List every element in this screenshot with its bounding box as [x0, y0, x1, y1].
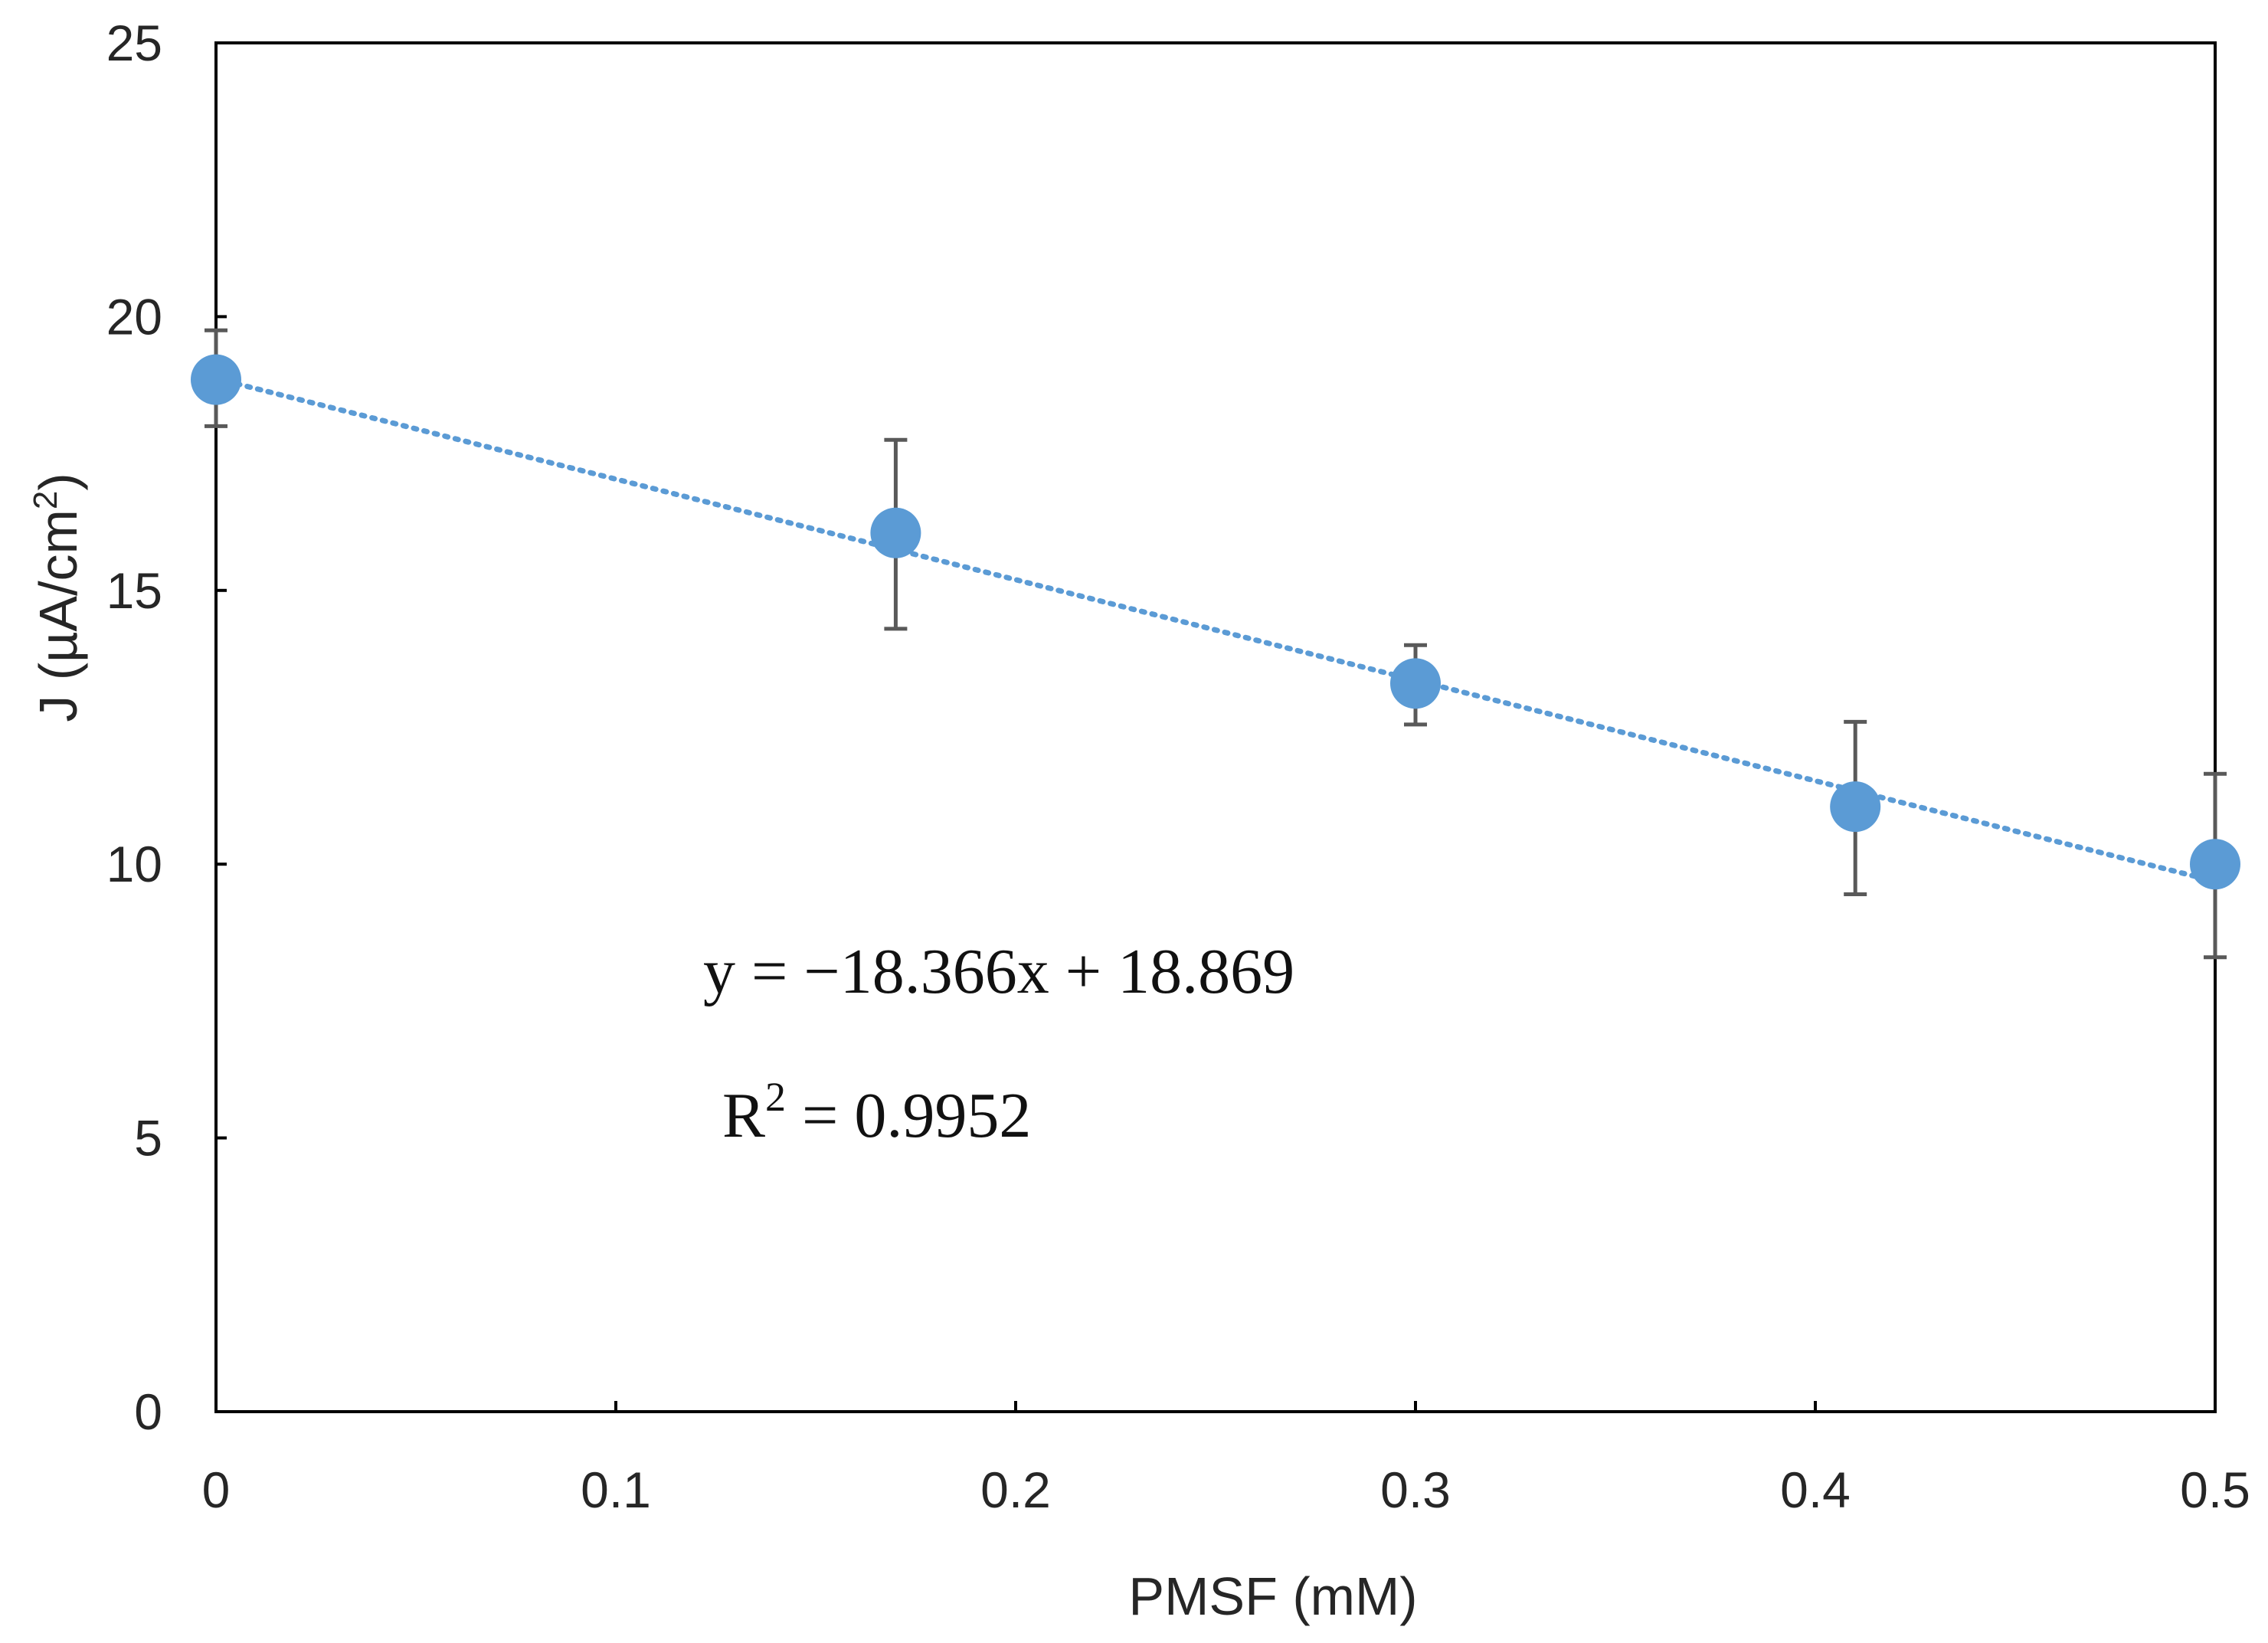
- y-axis-title: J (µA/cm2): [27, 473, 88, 722]
- y-tick-label: 5: [134, 1110, 162, 1167]
- y-tick-label: 10: [106, 836, 162, 892]
- r-squared-value: = 0.9952: [786, 1080, 1031, 1151]
- x-axis-tick-labels: 0 0.1 0.2 0.3 0.4 0.5: [202, 1461, 2250, 1518]
- y-axis-title-main: J (µA/cm: [28, 509, 88, 722]
- plot-border: [214, 41, 2217, 1413]
- r-squared-sup: 2: [765, 1074, 786, 1120]
- data-point: [870, 507, 921, 558]
- r-squared-label: R2 = 0.9952: [722, 1074, 1031, 1151]
- y-tick-label: 0: [134, 1383, 162, 1440]
- data-point: [2190, 839, 2240, 890]
- x-tick-label: 0.3: [1380, 1461, 1451, 1518]
- x-axis-title: PMSF (mM): [1128, 1566, 1417, 1626]
- y-axis-title-close: ): [28, 473, 88, 490]
- r-squared-prefix: R: [722, 1080, 765, 1151]
- trendline: [213, 375, 2218, 885]
- x-tick-label: 0: [202, 1461, 231, 1518]
- y-tick-label: 15: [106, 562, 162, 619]
- x-tick-label: 0.1: [581, 1461, 651, 1518]
- data-point: [191, 354, 241, 405]
- x-tick-label: 0.4: [1780, 1461, 1851, 1518]
- x-tick-label: 0.2: [980, 1461, 1051, 1518]
- y-axis-title-sup: 2: [27, 491, 64, 509]
- data-point: [1830, 781, 1881, 833]
- trendline-equation: y = −18.366x + 18.869: [703, 936, 1294, 1007]
- y-axis-tick-labels: 0 5 10 15 20 25: [106, 15, 162, 1440]
- plot-area: [214, 41, 2217, 1413]
- y-tick-label: 25: [106, 15, 162, 71]
- data-point: [1390, 658, 1441, 709]
- x-tick-label: 0.5: [2180, 1461, 2250, 1518]
- y-tick-label: 20: [106, 288, 162, 345]
- data-markers: [191, 354, 2240, 890]
